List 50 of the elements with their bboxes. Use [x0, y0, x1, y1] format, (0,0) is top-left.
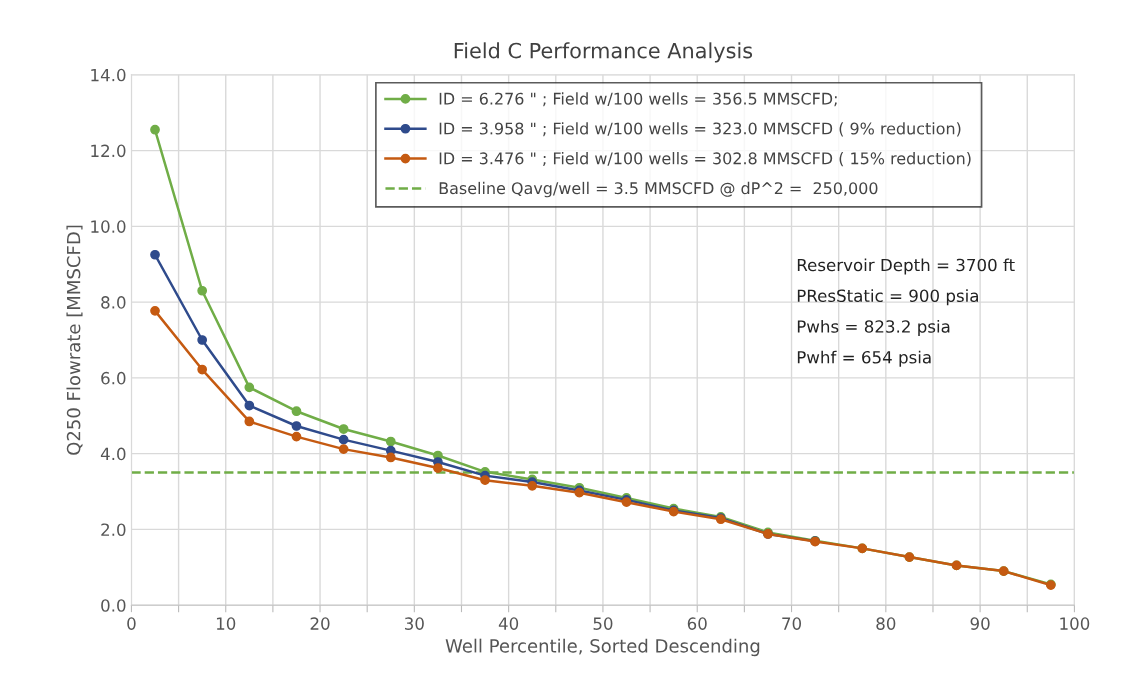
point: [150, 249, 160, 260]
point: [385, 436, 396, 447]
point: [527, 480, 538, 491]
point: [433, 463, 443, 473]
annotation: PResStatic = 900 psia: [797, 289, 978, 306]
x-tick-label: 70: [782, 617, 802, 630]
y-tick-label: 4.0: [100, 447, 126, 461]
point: [291, 431, 302, 442]
x-tick-label: 90: [970, 617, 990, 630]
point: [197, 335, 208, 345]
x-tick-label: 30: [405, 617, 424, 630]
point: [197, 285, 208, 296]
point: [150, 305, 160, 316]
annotation: Pwhs = 823.2 psia: [797, 319, 950, 337]
legend-label: ID = 6.276 " ; Field w/100 wells = 356.5 MMSCFD;: [439, 92, 837, 107]
y-tick-label: 6.0: [101, 371, 126, 385]
x-tick-label: 20: [310, 617, 330, 630]
point: [480, 475, 490, 486]
x-tick-label: 60: [687, 617, 707, 630]
x-axis-title: Well Percentile, Sorted Descending: [445, 638, 760, 657]
point: [244, 416, 255, 427]
x-tick-label: 50: [593, 617, 613, 630]
y-tick-label: 8.0: [101, 296, 126, 309]
y-tick-label: 10.0: [91, 220, 126, 233]
x-tick-label: 100: [1060, 617, 1090, 630]
y-tick-label: 0.0: [101, 599, 126, 612]
point: [291, 421, 302, 431]
x-tick-label: 80: [876, 617, 896, 630]
annotation: Pwhf = 654 psia: [797, 350, 931, 367]
y-axis-title: Q250 Flowrate [MMSCFD]: [66, 225, 83, 455]
y-tick-label: 14.0: [91, 68, 126, 82]
point: [338, 444, 349, 454]
chart-title: Field C Performance Analysis: [454, 42, 753, 63]
x-tick-label: 10: [216, 617, 236, 630]
point: [244, 400, 255, 411]
point: [338, 434, 349, 445]
y-tick-label: 2.0: [101, 523, 126, 536]
annotation: Reservoir Depth = 3700 ft: [797, 258, 1015, 275]
point: [244, 382, 255, 393]
point: [150, 124, 160, 135]
point: [291, 406, 302, 417]
legend-label: ID = 3.958 " ; Field w/100 wells = 323.0 MMSCFD ( 9% reduction): [439, 122, 961, 137]
y-tick-label: 12.0: [91, 144, 126, 158]
legend-label: ID = 3.476 " ; Field w/100 wells = 302.8 MMSCFD ( 15% reduction): [439, 152, 971, 167]
x-tick-label: 40: [498, 617, 519, 630]
point: [385, 452, 396, 463]
x-tick-label: 0: [127, 617, 136, 630]
point: [197, 364, 208, 375]
point: [338, 424, 349, 434]
legend-label: Baseline Qavg/well = 3.5 MMSCFD @ dP^2 = 250,000: [439, 181, 878, 198]
